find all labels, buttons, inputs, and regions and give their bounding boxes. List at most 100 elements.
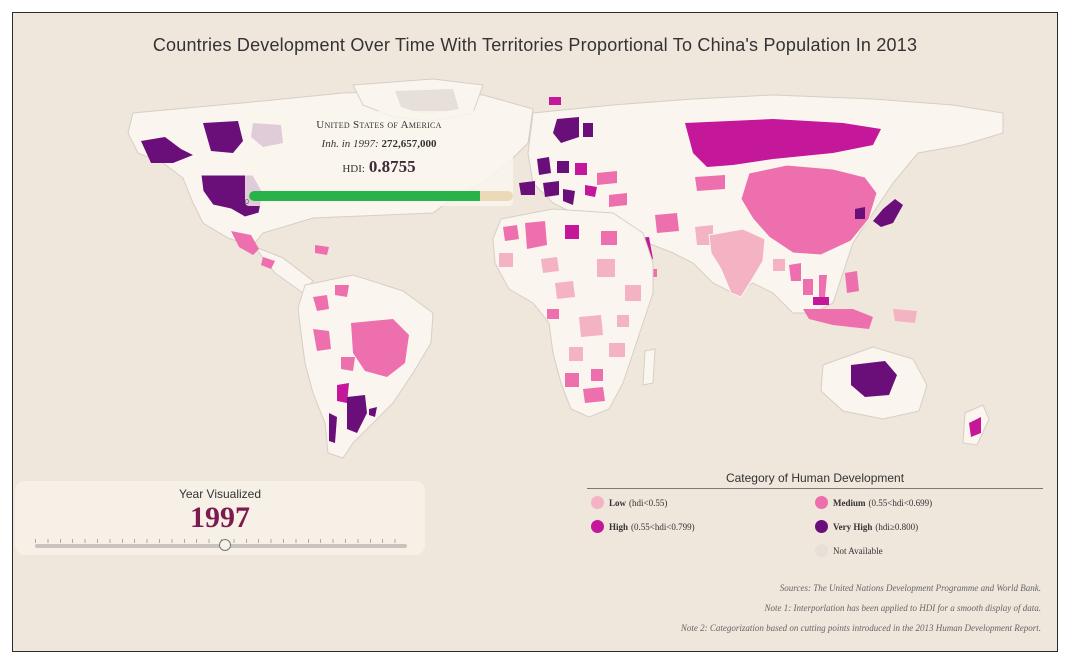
- country-morocco: [503, 225, 519, 241]
- country-algeria: [525, 221, 547, 249]
- note-2: Note 2: Categorization based on cutting …: [680, 623, 1041, 633]
- country-new-zealand: [969, 417, 981, 437]
- country-kenya: [617, 315, 629, 327]
- country-botswana: [591, 369, 603, 381]
- country-china: [740, 164, 878, 256]
- country-namibia: [565, 373, 579, 387]
- country-ukraine: [597, 171, 617, 185]
- country-myanmar: [789, 263, 801, 281]
- country-caribbean: [315, 245, 329, 255]
- country-sudan: [597, 259, 615, 277]
- country-iceland: [549, 97, 561, 105]
- legend-item-high: High (0.55<hdi<0.799): [591, 520, 695, 533]
- country-chile: [329, 413, 337, 443]
- map-frame: Countries Development Over Time With Ter…: [12, 12, 1058, 652]
- country-iran: [655, 213, 679, 233]
- country-india: [708, 228, 766, 298]
- country-malaysia: [813, 297, 829, 305]
- country-thailand: [803, 279, 813, 295]
- country-vietnam: [819, 275, 827, 297]
- year-slider[interactable]: [35, 539, 407, 551]
- legend-title: Category of Human Development: [725, 471, 905, 485]
- hdi-progress-fill: [249, 191, 481, 201]
- country-spain: [519, 181, 535, 195]
- country-finland: [583, 123, 593, 137]
- tooltip-hdi-value: 0.8755: [368, 157, 416, 176]
- country-canada: [203, 121, 243, 153]
- country-scandinavia: [553, 117, 579, 143]
- country-philippines: [845, 271, 859, 293]
- country-indonesia: [803, 309, 873, 329]
- country-poland: [575, 163, 587, 175]
- legend-item-not-available: Not Available: [815, 544, 883, 557]
- country-egypt: [601, 231, 617, 245]
- legend-range-low: (hdi<0.55): [629, 497, 668, 508]
- country-uruguay: [369, 407, 377, 417]
- page-title: Countries Development Over Time With Ter…: [152, 35, 918, 55]
- legend-name-low: Low: [609, 497, 627, 508]
- legend-item-very-high: Very High (hdi≥0.800): [815, 520, 918, 533]
- country-argentina: [347, 395, 367, 433]
- country-venezuela: [335, 285, 349, 297]
- country-pakistan: [695, 225, 713, 245]
- country-tanzania: [609, 343, 625, 357]
- country-ethiopia: [625, 285, 641, 301]
- country-central-1: [261, 257, 275, 269]
- legend-swatch-low: [591, 496, 604, 509]
- country-france: [543, 181, 559, 197]
- legend-swatch-high: [591, 520, 604, 533]
- country-nigeria: [555, 281, 575, 299]
- legend-item-medium: Medium (0.55<hdi<0.699): [815, 496, 932, 509]
- country-chile-top: [337, 383, 349, 403]
- country-korea: [855, 207, 865, 219]
- country-japan: [873, 199, 903, 227]
- tooltip-inhabitants-label: Inh. in 1997:: [321, 138, 379, 150]
- country-madagascar: [642, 348, 656, 386]
- country-angola: [569, 347, 583, 361]
- country-congo: [579, 315, 603, 337]
- country-libya: [565, 225, 579, 239]
- country-germany: [557, 161, 569, 173]
- tooltip-hdi: HDI: 0.8755: [245, 157, 513, 177]
- legend-range-high: (0.55<hdi<0.799): [631, 521, 695, 532]
- legend-swatch-not-available: [815, 544, 828, 557]
- legend-divider: [587, 488, 1043, 489]
- tooltip-inhabitants: Inh. in 1997: 272,657,000: [245, 138, 513, 150]
- country-sahel-2: [541, 257, 559, 273]
- country-turkey: [609, 193, 627, 207]
- country-png: [893, 309, 917, 323]
- year-control-label: Year Visualized: [178, 487, 262, 501]
- land-greenland-na: [395, 89, 459, 115]
- country-australia: [851, 361, 897, 397]
- country-italy: [563, 189, 575, 205]
- country-kazakhstan: [695, 175, 725, 191]
- tooltip-hdi-label: HDI:: [342, 163, 365, 175]
- tooltip-country-name: United States of America: [316, 119, 442, 131]
- country-balkans: [585, 185, 597, 197]
- legend-name-medium: Medium: [833, 497, 866, 508]
- legend-range-medium: (0.55<hdi<0.699): [868, 497, 933, 508]
- legend-name-high: High: [609, 521, 629, 532]
- tooltip-inhabitants-value: 272,657,000: [381, 138, 437, 150]
- country-gabon: [547, 309, 559, 319]
- country-peru: [313, 329, 331, 351]
- country-colombia: [313, 295, 329, 311]
- year-value: 1997: [190, 501, 250, 534]
- country-south-africa: [583, 387, 605, 403]
- world-cartogram: [127, 78, 1004, 459]
- country-bangladesh: [773, 259, 785, 271]
- year-slider-thumb[interactable]: [218, 539, 231, 551]
- legend-range-not-available: Not Available: [833, 545, 883, 556]
- note-1: Note 1: Interporlation has been applied …: [764, 603, 1041, 613]
- country-sahel-1: [499, 253, 513, 267]
- legend-swatch-medium: [815, 496, 828, 509]
- country-tooltip: United States of America Inh. in 1997: 2…: [245, 111, 513, 206]
- legend-swatch-very-high: [815, 520, 828, 533]
- hdi-bar-min-label: 0: [245, 199, 249, 206]
- country-alaska: [141, 137, 193, 163]
- country-uk: [537, 157, 551, 175]
- hdi-progress-bar: [249, 191, 513, 201]
- legend-name-very-high: Very High: [833, 521, 873, 532]
- country-mexico: [231, 231, 259, 255]
- country-bolivia: [341, 357, 355, 371]
